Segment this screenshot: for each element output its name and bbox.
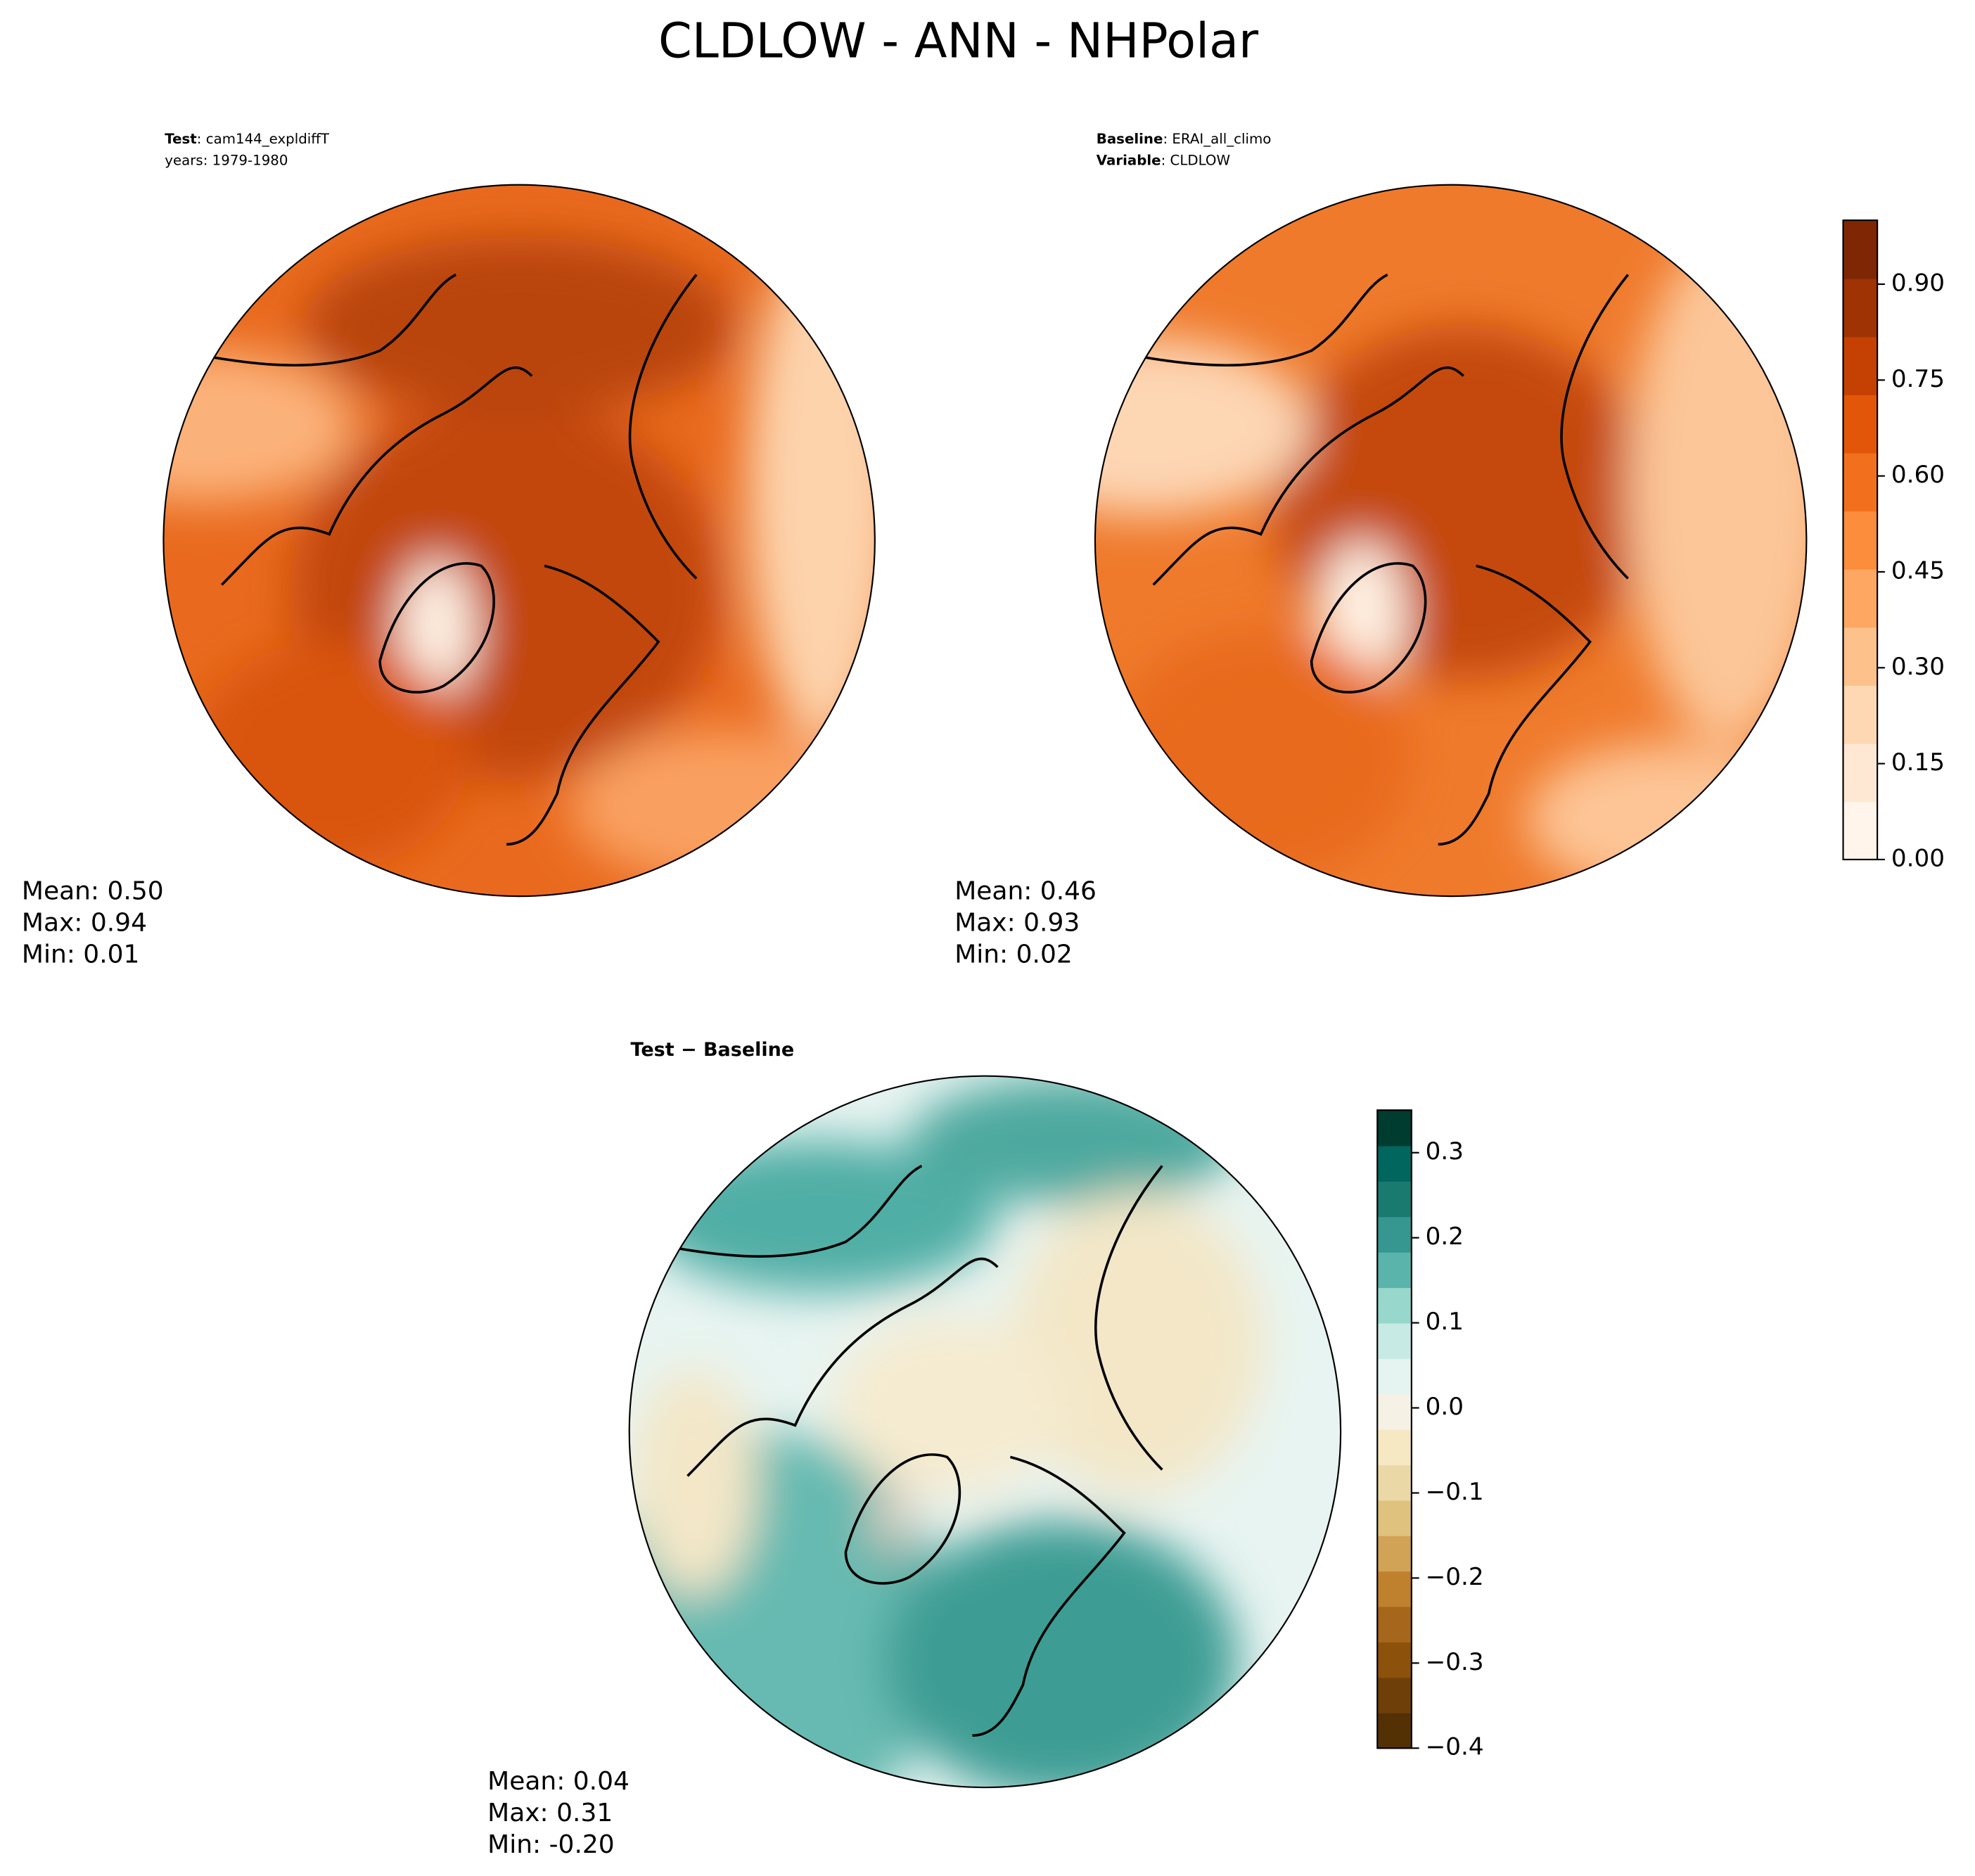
contour-region: [399, 559, 475, 699]
colorbar-band: [1377, 1429, 1412, 1466]
colorbar-band: [1843, 801, 1878, 860]
colorbar-band: [1377, 1535, 1412, 1572]
stat-line: Max: 0.31: [487, 1799, 613, 1827]
colorbar-band: [1843, 394, 1878, 454]
colorbar-band: [1843, 685, 1878, 744]
colorbar-tick-label: 0.00: [1891, 844, 1945, 872]
colorbar-band: [1377, 1642, 1412, 1678]
coastline: [177, 273, 698, 846]
header-label: Variable: [1097, 152, 1161, 168]
colorbar-band: [1843, 568, 1878, 628]
colorbar-band: [1377, 1677, 1412, 1714]
stat-line: Mean: 0.46: [954, 877, 1097, 906]
stat-line: Mean: 0.04: [487, 1767, 629, 1796]
colorbar-frame: [1842, 219, 1879, 861]
colorbar-tick-label: −0.3: [1426, 1648, 1484, 1676]
map: [629, 1076, 1341, 1788]
colorbar-band: [1843, 452, 1878, 512]
colorbar-tick-label: −0.2: [1426, 1563, 1484, 1591]
header-text: years: 1979-1980: [165, 152, 288, 168]
colorbar-tick-label: 0.45: [1891, 556, 1945, 585]
map-boundary: [628, 1075, 1342, 1789]
colorbar-band: [1377, 1358, 1412, 1395]
contour-region: [163, 350, 355, 503]
colorbar-tick-label: 0.75: [1891, 365, 1945, 393]
colorbar-band: [1377, 1465, 1412, 1501]
stat-line: Max: 0.94: [22, 909, 147, 938]
panel-header: Variable: CLDLOW: [1097, 152, 1230, 168]
contour-region: [1094, 338, 1312, 516]
colorbar-band: [1377, 1145, 1412, 1182]
colorbar-band: [1377, 1606, 1412, 1642]
colorbar-band: [1843, 220, 1878, 279]
colorbar-band: [1377, 1500, 1412, 1536]
map-boundary: [1094, 184, 1808, 898]
colorbar-tick-label: 0.90: [1891, 269, 1945, 298]
header-text: : cam144_expldiffT: [197, 130, 330, 146]
header-text: : CLDLOW: [1161, 152, 1230, 168]
colorbar-band: [1377, 1322, 1412, 1359]
header-text: : ERAI_all_climo: [1163, 130, 1271, 146]
coastline: [643, 1164, 1163, 1737]
colorbar-tick-label: 0.30: [1891, 653, 1945, 681]
contour-region: [833, 1317, 1061, 1495]
panel-header: Baseline: ERAI_all_climo: [1097, 130, 1272, 146]
colorbar-band: [1377, 1712, 1412, 1749]
colorbar-band: [1377, 1181, 1412, 1218]
colorbar-tick-label: 0.2: [1426, 1223, 1464, 1251]
colorbar-tick-label: 0.60: [1891, 461, 1945, 489]
coastline: [1108, 273, 1630, 846]
colorbar-band: [1377, 1216, 1412, 1253]
contour-region: [304, 236, 735, 414]
colorbar-band: [1843, 336, 1878, 395]
panel-header: years: 1979-1980: [165, 152, 288, 168]
colorbar-tick-label: −0.4: [1426, 1733, 1484, 1761]
colorbar-band: [1377, 1393, 1412, 1430]
header-label: Baseline: [1097, 130, 1163, 146]
map-boundary: [162, 184, 876, 898]
stat-line: Min: -0.20: [487, 1830, 615, 1859]
colorbar-tick-label: 0.3: [1426, 1137, 1464, 1166]
contour-region: [883, 1520, 1239, 1788]
colorbar-band: [1377, 1110, 1412, 1147]
colorbar-frame: [1376, 1109, 1412, 1749]
contour-region: [880, 1492, 900, 1548]
colorbar-tick-label: 0.0: [1426, 1393, 1464, 1421]
stat-line: Min: 0.01: [22, 940, 140, 969]
contour-region: [1010, 1191, 1264, 1495]
contour-region: [630, 1368, 758, 1597]
stat-line: Min: 0.02: [954, 940, 1073, 969]
colorbar-band: [1377, 1287, 1412, 1324]
colorbar-band: [1843, 278, 1878, 338]
panel-header: Test: cam144_expldiffT: [165, 130, 330, 146]
colorbar-band: [1843, 511, 1878, 570]
colorbar-band: [1377, 1571, 1412, 1607]
header-label: Test: [165, 130, 197, 146]
stat-line: Max: 0.93: [954, 909, 1080, 938]
panel-title: Test − Baseline: [631, 1039, 795, 1061]
colorbar-tick-label: 0.1: [1426, 1308, 1464, 1336]
colorbar-band: [1843, 743, 1878, 803]
colorbar-tick-label: 0.15: [1891, 748, 1945, 777]
colorbar-band: [1377, 1251, 1412, 1289]
figure-title: CLDLOW - ANN - NHPolar: [658, 14, 1259, 70]
colorbar-tick-label: −0.1: [1426, 1478, 1484, 1506]
colorbar-band: [1843, 627, 1878, 686]
stat-line: Mean: 0.50: [22, 877, 164, 906]
